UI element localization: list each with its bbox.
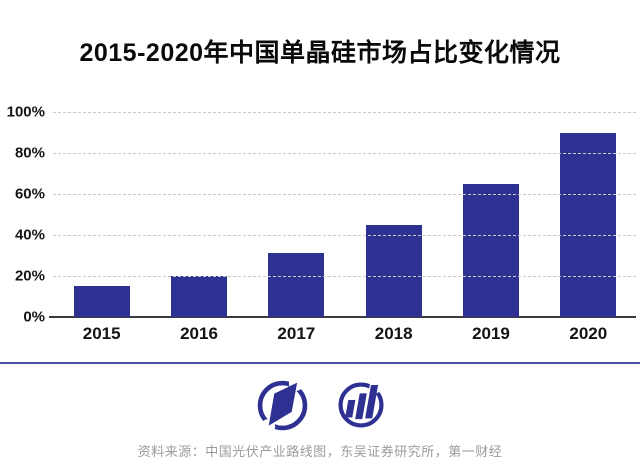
chart-title: 2015-2020年中国单晶硅市场占比变化情况 (79, 39, 561, 67)
bar (73, 286, 130, 317)
bar-column: 2016 (150, 112, 247, 343)
plot-area: 2015 2016 2017 2018 2019 2020 (49, 112, 637, 343)
gridline (53, 153, 636, 154)
x-axis-label: 2017 (277, 324, 316, 343)
bar (560, 132, 617, 317)
bar (462, 183, 519, 317)
bar-column: 2017 (248, 112, 345, 343)
bar (268, 253, 325, 317)
gridline (53, 194, 636, 195)
bar-columns: 2015 2016 2017 2018 2019 2020 (53, 112, 637, 343)
x-axis-label: 2020 (569, 324, 608, 343)
source-caption: 资料来源：中国光伏产业路线图，东吴证券研究所，第一财经 (137, 444, 503, 459)
x-axis-label: 2018 (374, 324, 413, 343)
bar (365, 224, 422, 317)
gridline (53, 276, 636, 277)
x-axis-label: 2015 (82, 324, 121, 343)
yicai-logo-icon (257, 377, 307, 433)
footer-logos (0, 377, 640, 433)
x-axis-line (49, 316, 636, 318)
y-axis-tick-label: 0% (23, 308, 45, 326)
bar (170, 276, 227, 317)
bar-column: 2018 (345, 112, 442, 343)
x-axis-label: 2016 (180, 324, 218, 343)
y-axis: 0% 20% 40% 60% 80% 100% (0, 104, 45, 326)
y-axis-tick-label: 100% (6, 103, 45, 121)
y-axis-tick-label: 40% (14, 226, 45, 244)
y-axis-tick-label: 20% (14, 267, 45, 285)
gridline (53, 235, 636, 236)
bar-column: 2019 (442, 112, 539, 343)
rising-bars-logo-icon (338, 381, 383, 428)
bar-column: 2015 (53, 112, 150, 343)
gridline (53, 112, 636, 113)
y-axis-tick-label: 60% (14, 185, 45, 203)
bar-column: 2020 (540, 112, 637, 343)
divider-line (0, 362, 640, 364)
x-axis-label: 2019 (472, 324, 510, 343)
y-axis-tick-label: 80% (14, 144, 45, 162)
